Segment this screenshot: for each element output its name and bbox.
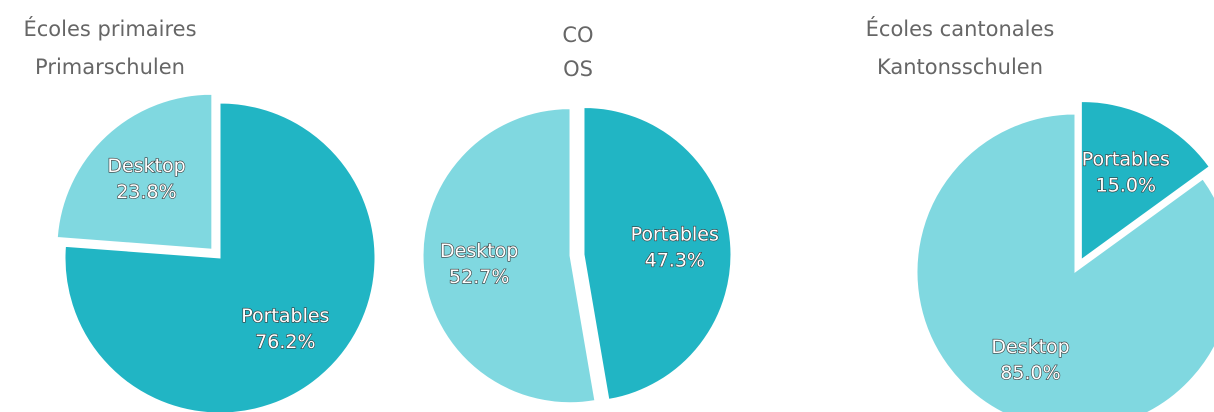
chart-title: Kantonsschulen	[877, 55, 1043, 79]
pie-slice	[64, 102, 376, 412]
slice-label: Portables	[631, 223, 719, 245]
slice-value: 76.2%	[255, 331, 315, 353]
slice-value: 52.7%	[449, 266, 509, 288]
pie-slice	[916, 113, 1214, 412]
slice-label: Desktop	[107, 155, 185, 177]
pie-slice	[422, 108, 596, 404]
slice-value: 23.8%	[116, 181, 176, 203]
chart-title: OS	[563, 57, 593, 81]
slice-label: Desktop	[991, 336, 1069, 358]
chart-title: Primarschulen	[35, 55, 185, 79]
slice-label: Portables	[1082, 149, 1170, 171]
pie-slice	[56, 93, 213, 250]
slice-label: Desktop	[440, 240, 518, 262]
slice-label: Portables	[241, 305, 329, 327]
chart-title: Écoles primaires	[23, 16, 196, 41]
chart-title: Écoles cantonales	[866, 16, 1055, 41]
pie-slice	[1080, 101, 1210, 261]
pie-slice	[583, 106, 732, 400]
chart-title: CO	[562, 23, 593, 47]
slice-value: 15.0%	[1096, 175, 1156, 197]
slice-value: 85.0%	[1000, 362, 1060, 384]
slice-value: 47.3%	[645, 249, 705, 271]
